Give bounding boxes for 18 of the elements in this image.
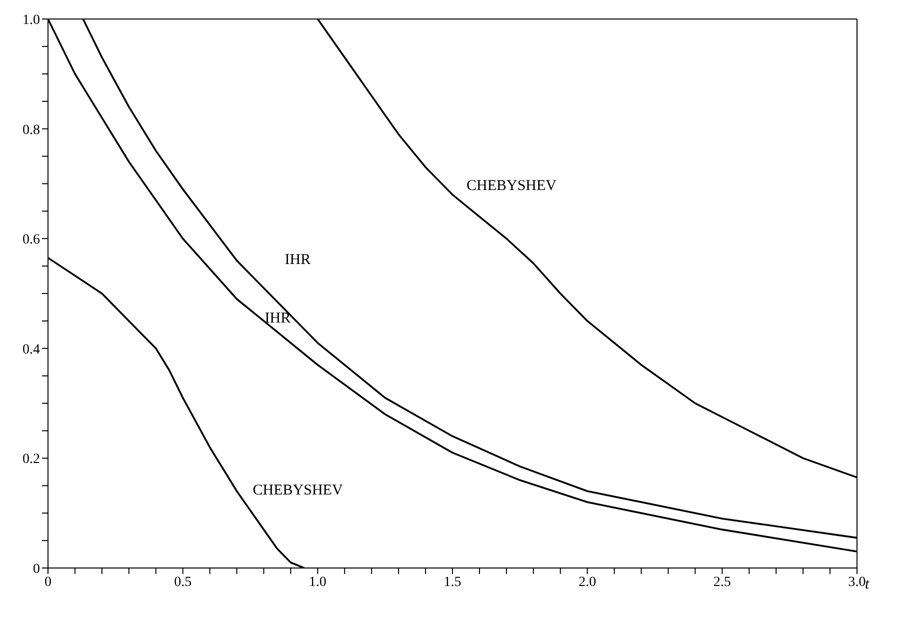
x-tick-label: 1.5 (444, 574, 462, 590)
x-tick-label: 1.0 (308, 574, 326, 590)
y-tick-label: 0.6 (22, 232, 40, 248)
series-label: CHEBYSHEV (252, 482, 343, 499)
x-tick-label: 3.0 (848, 574, 866, 590)
x-axis-title: t (865, 576, 870, 592)
series-label: IHR (284, 252, 311, 268)
y-tick-label: 1.0 (22, 12, 40, 28)
x-tick-label: 2.0 (578, 574, 596, 590)
series-label: IHR (264, 310, 291, 326)
y-tick-label: 0.4 (22, 342, 40, 358)
series-label: CHEBYSHEV (466, 178, 557, 194)
x-tick-label: 0 (44, 574, 52, 590)
x-tick-label: 0.5 (174, 574, 192, 590)
x-tick-label: 2.5 (713, 574, 731, 590)
y-tick-label: 0 (33, 562, 40, 577)
y-tick-label: 0.2 (22, 452, 40, 468)
y-tick-label: 0.8 (22, 122, 40, 138)
